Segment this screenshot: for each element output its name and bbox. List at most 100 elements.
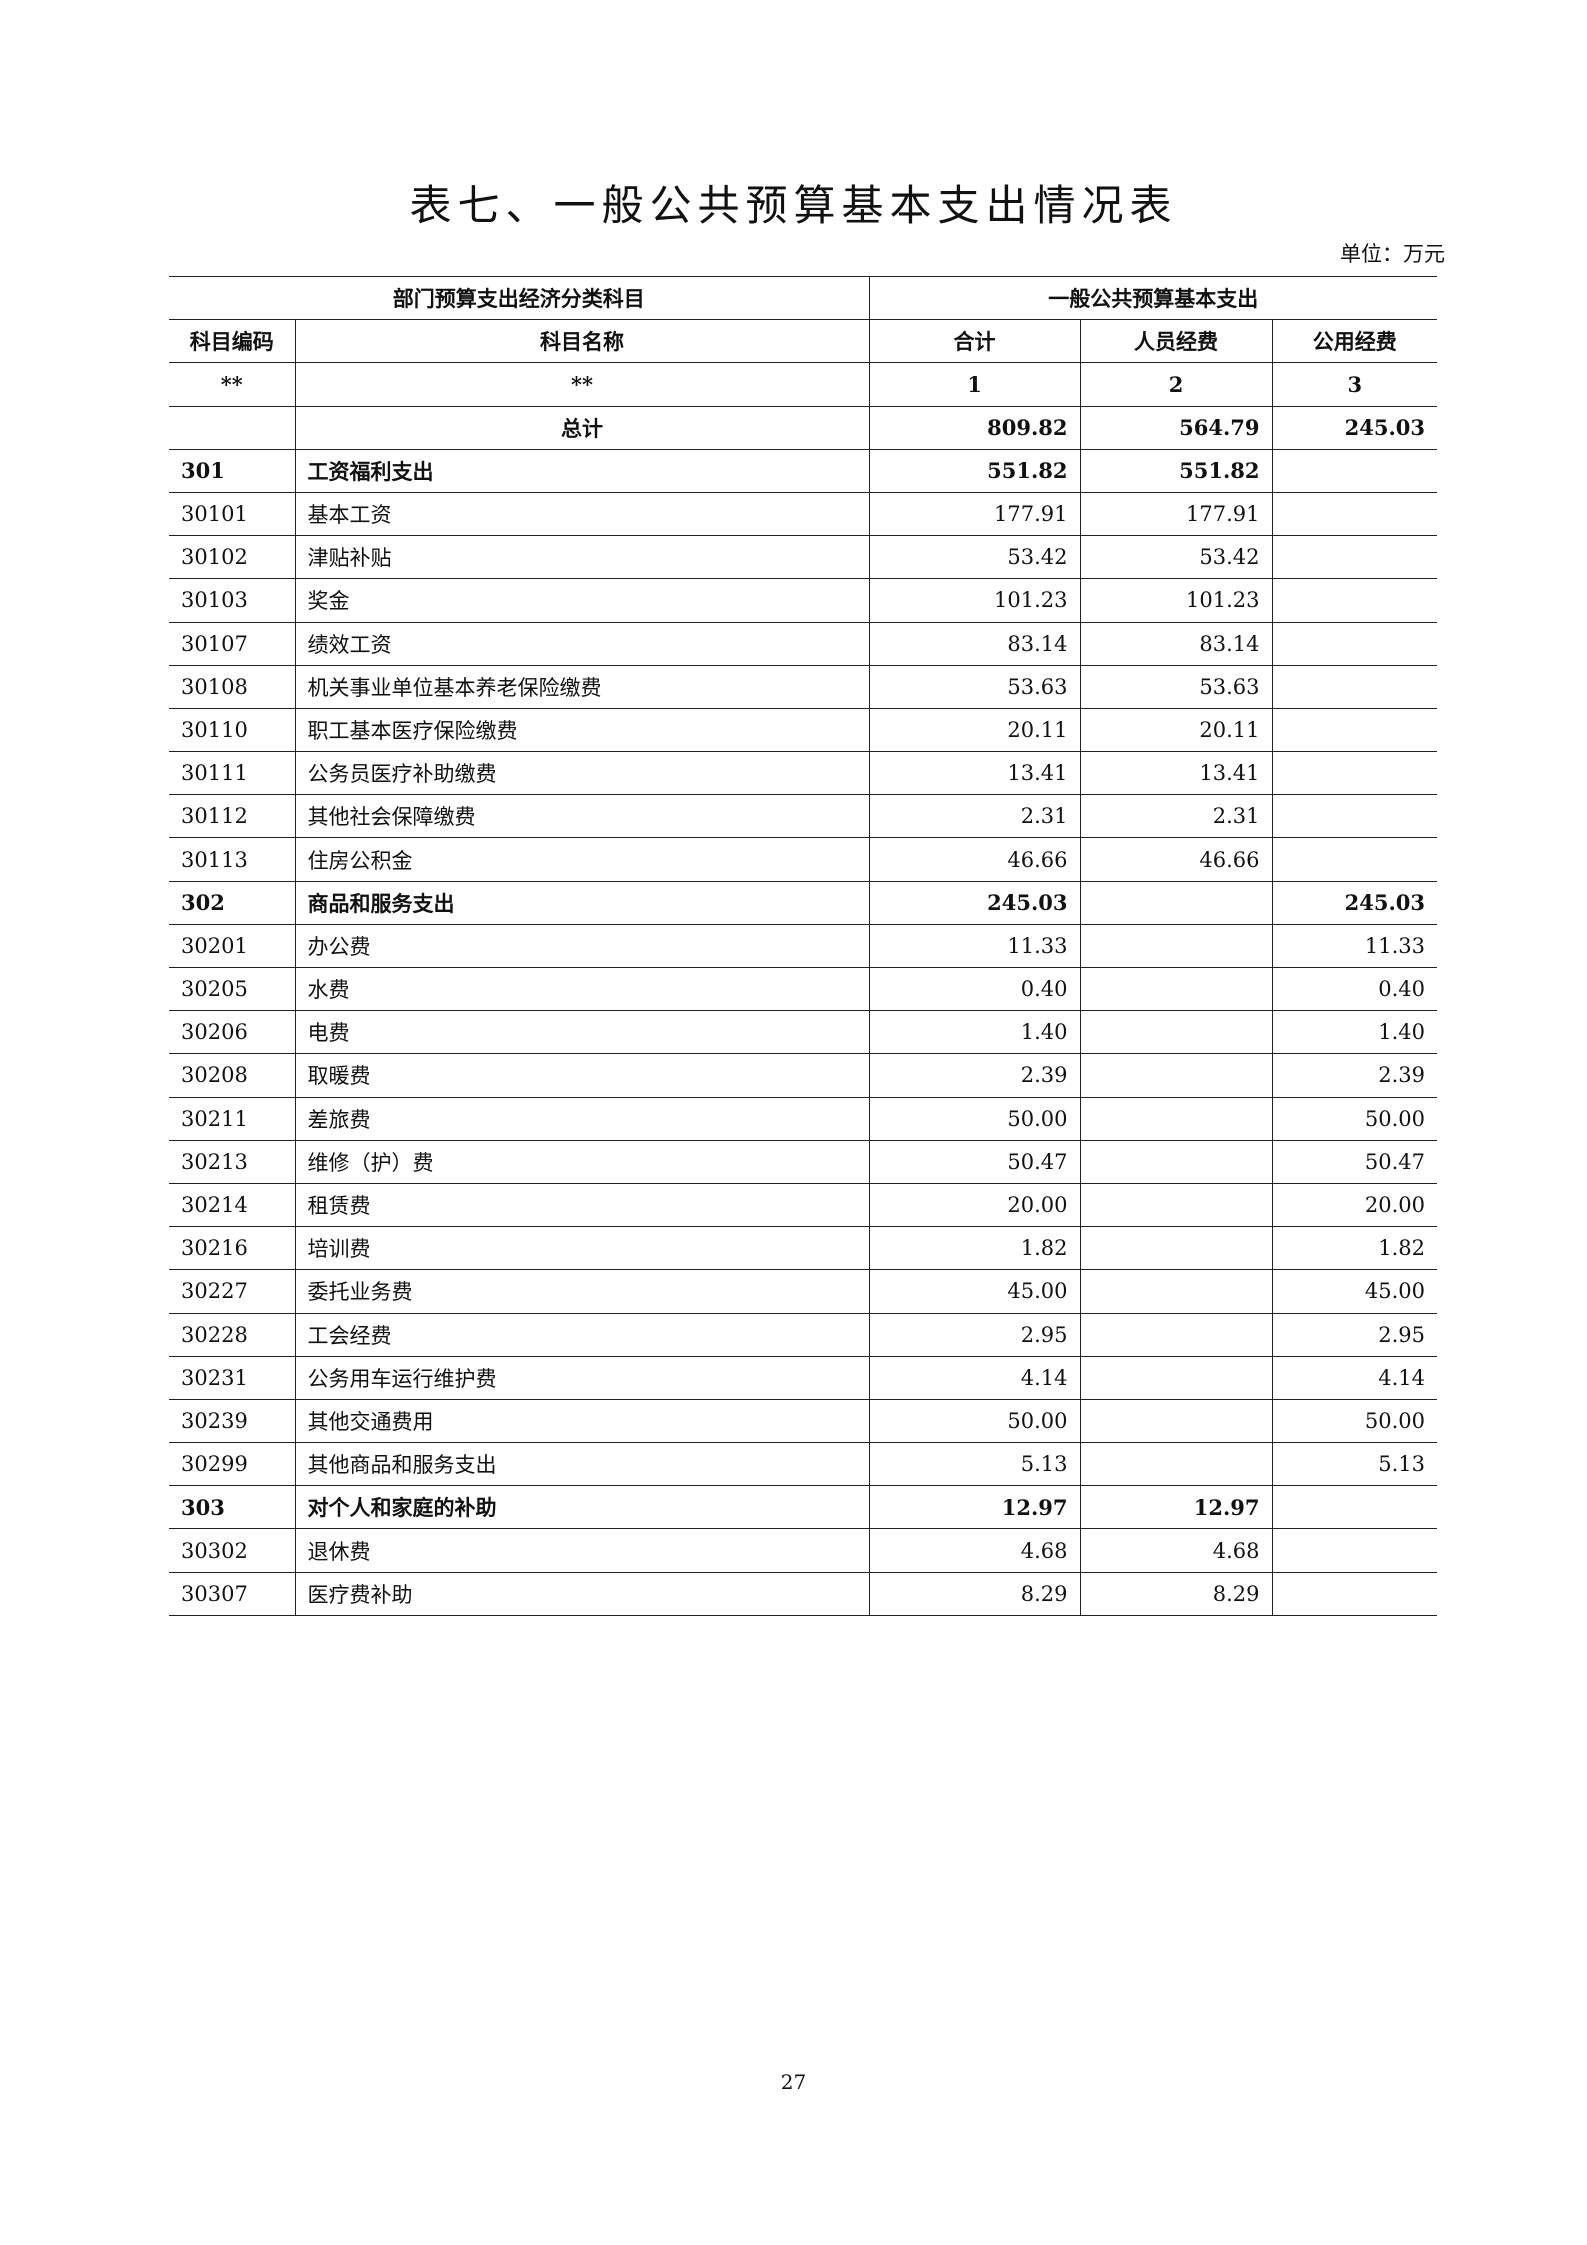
cell-public [1271,578,1438,623]
cell-personnel: 83.14 [1079,621,1272,666]
cell-total: 53.63 [868,664,1080,709]
cell-name: 公务员医疗补助缴费 [294,751,869,796]
cell-public [1271,448,1438,493]
cell-code: 30299 [169,1442,295,1487]
cell-name: 基本工资 [294,491,869,537]
cell-code: 30302 [169,1528,295,1573]
cell-public: 20.00 [1271,1182,1438,1228]
index-total: 1 [868,362,1080,407]
grand-total-code [169,405,295,450]
cell-name: 商品和服务支出 [294,880,869,925]
cell-code: 30201 [169,923,295,969]
cell-code: 30102 [169,535,295,580]
cell-public: 11.33 [1271,923,1438,969]
cell-personnel [1079,1269,1272,1314]
cell-code: 30107 [169,621,295,666]
cell-public [1271,1571,1438,1616]
cell-personnel: 53.63 [1079,664,1272,709]
table-row: 30113 住房公积金 46.66 46.66 [169,837,1438,882]
cell-personnel [1079,1312,1272,1357]
table-row: 30110 职工基本医疗保险缴费 20.11 20.11 [169,707,1438,753]
cell-total: 2.39 [868,1053,1080,1098]
cell-name: 住房公积金 [294,837,869,882]
cell-total: 12.97 [868,1485,1080,1530]
cell-total: 11.33 [868,923,1080,969]
cell-public [1271,1528,1438,1573]
index-name: ** [294,362,869,407]
cell-code: 30206 [169,1010,295,1055]
cell-personnel: 12.97 [1079,1485,1272,1530]
cell-name: 绩效工资 [294,621,869,666]
cell-public: 0.40 [1271,966,1438,1012]
cell-total: 50.00 [868,1096,1080,1141]
cell-personnel [1079,880,1272,925]
cell-public: 2.39 [1271,1053,1438,1098]
cell-total: 50.47 [868,1139,1080,1184]
cell-personnel: 53.42 [1079,535,1272,580]
cell-public: 50.00 [1271,1398,1438,1444]
table-row: 30299 其他商品和服务支出 5.13 5.13 [169,1442,1438,1487]
cell-personnel: 551.82 [1079,448,1272,493]
unit-label: 单位：万元 [1340,242,1445,266]
page-number: 27 [780,2070,807,2094]
cell-public: 50.00 [1271,1096,1438,1141]
cell-code: 30213 [169,1139,295,1184]
table-row: 30214 租赁费 20.00 20.00 [169,1182,1438,1228]
cell-name: 办公费 [294,923,869,969]
group-header-right: 一般公共预算基本支出 [868,275,1438,321]
cell-personnel [1079,1053,1272,1098]
cell-name: 培训费 [294,1226,869,1271]
grand-total-personnel: 564.79 [1079,405,1272,450]
cell-name: 医疗费补助 [294,1571,869,1616]
table-row: 301 工资福利支出 551.82 551.82 [169,448,1438,493]
cell-total: 53.42 [868,535,1080,580]
cell-total: 1.82 [868,1226,1080,1271]
table-row: 30102 津贴补贴 53.42 53.42 [169,535,1438,580]
cell-name: 工资福利支出 [294,448,869,493]
table-row: 30103 奖金 101.23 101.23 [169,578,1438,623]
table-row: 30228 工会经费 2.95 2.95 [169,1312,1438,1357]
cell-total: 0.40 [868,966,1080,1012]
table-row: 30307 医疗费补助 8.29 8.29 [169,1571,1438,1616]
cell-code: 30216 [169,1226,295,1271]
col-header-name: 科目名称 [294,319,869,364]
cell-code: 301 [169,448,295,493]
cell-personnel [1079,1226,1272,1271]
table-row: 30227 委托业务费 45.00 45.00 [169,1269,1438,1314]
cell-code: 30231 [169,1355,295,1400]
cell-code: 30205 [169,966,295,1012]
cell-personnel [1079,1182,1272,1228]
cell-public: 4.14 [1271,1355,1438,1400]
col-header-public: 公用经费 [1271,319,1438,364]
cell-total: 46.66 [868,837,1080,882]
cell-name: 其他交通费用 [294,1398,869,1444]
grand-total-label: 总计 [294,405,869,450]
cell-total: 4.68 [868,1528,1080,1573]
cell-public: 1.82 [1271,1226,1438,1271]
cell-personnel: 177.91 [1079,491,1272,537]
cell-code: 30214 [169,1182,295,1228]
cell-public [1271,794,1438,839]
table-row: 30231 公务用车运行维护费 4.14 4.14 [169,1355,1438,1400]
cell-code: 30113 [169,837,295,882]
grand-total-public: 245.03 [1271,405,1438,450]
table-row: 30302 退休费 4.68 4.68 [169,1528,1438,1573]
cell-public: 2.95 [1271,1312,1438,1357]
grand-total-row: 总计 809.82 564.79 245.03 [169,405,1438,450]
cell-personnel: 4.68 [1079,1528,1272,1573]
cell-public [1271,707,1438,753]
cell-code: 30111 [169,751,295,796]
cell-public: 45.00 [1271,1269,1438,1314]
cell-total: 8.29 [868,1571,1080,1616]
cell-name: 电费 [294,1010,869,1055]
cell-personnel: 13.41 [1079,751,1272,796]
cell-public: 1.40 [1271,1010,1438,1055]
cell-personnel [1079,1442,1272,1487]
cell-name: 奖金 [294,578,869,623]
group-header-left: 部门预算支出经济分类科目 [169,275,869,321]
index-personnel: 2 [1079,362,1272,407]
cell-total: 2.95 [868,1312,1080,1357]
table-row: 30213 维修（护）费 50.47 50.47 [169,1139,1438,1184]
table-row: 30112 其他社会保障缴费 2.31 2.31 [169,794,1438,839]
cell-public [1271,751,1438,796]
